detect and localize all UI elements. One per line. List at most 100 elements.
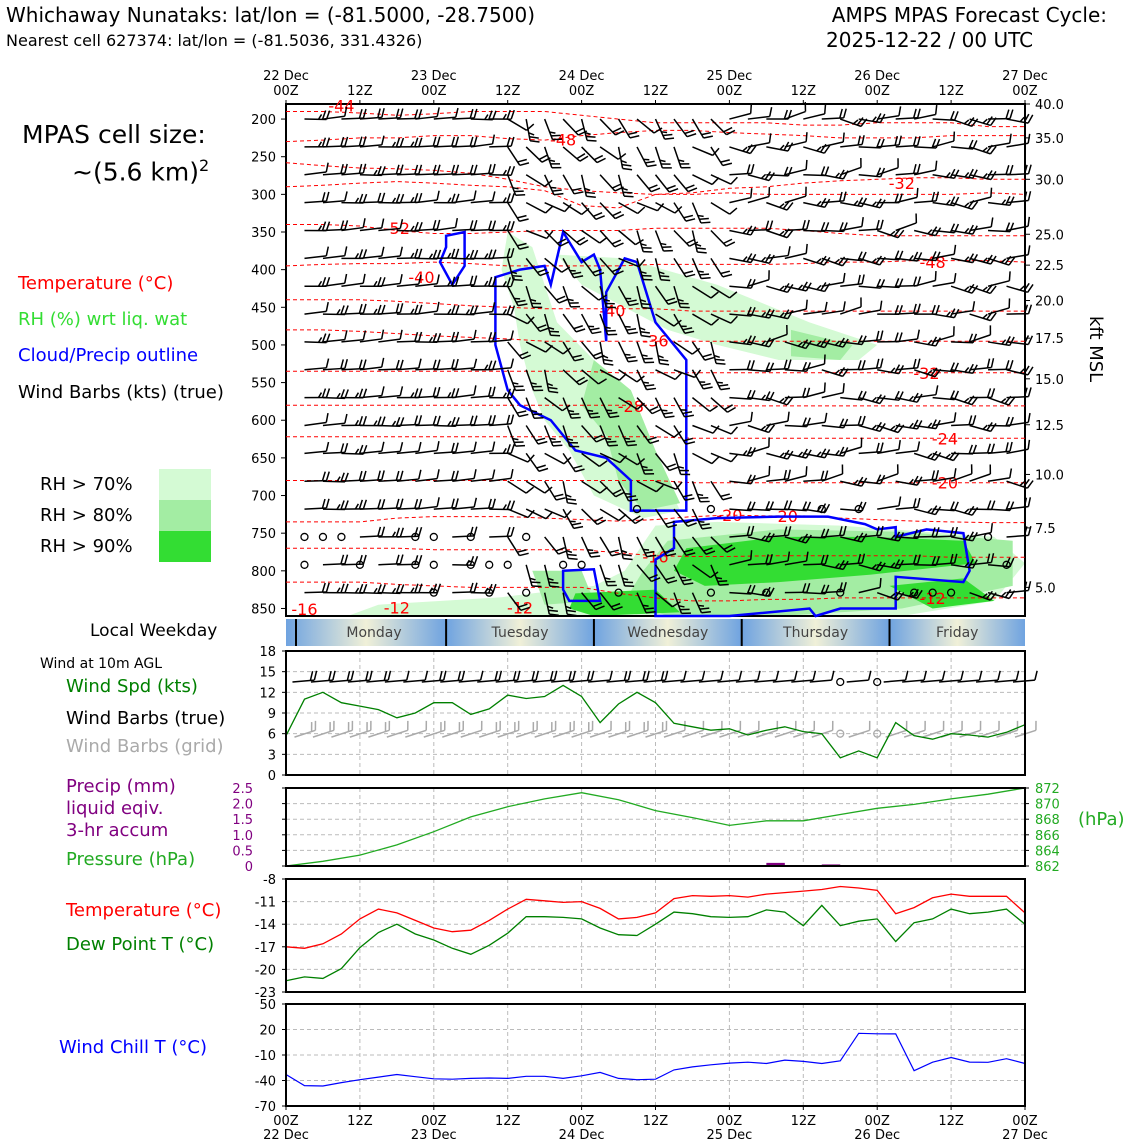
sfc-wind-barb-grid [386, 720, 409, 738]
barb-feather [659, 159, 666, 163]
barb-staff [359, 450, 382, 455]
upper-wind-barb [452, 249, 479, 260]
barb-feather [510, 526, 515, 537]
barb-feather [568, 441, 579, 444]
barb-feather [622, 553, 632, 557]
barb-feather [679, 163, 690, 165]
barb-feather [451, 164, 456, 175]
barb-feather [1027, 335, 1034, 345]
barb-feather [428, 253, 434, 260]
pressure-tick-label: 850 [251, 602, 276, 617]
barb-feather [898, 439, 901, 450]
barb-staff [682, 729, 704, 738]
barb-feather [853, 479, 859, 485]
upper-wind-barb [1006, 526, 1032, 538]
barb-feather [536, 464, 546, 469]
barb-feather [473, 469, 477, 479]
upper-wind-barb [470, 360, 497, 371]
barb-staff [747, 142, 770, 148]
barb-feather [310, 722, 313, 732]
barb-staff [378, 255, 401, 260]
upper-wind-barb [359, 499, 386, 510]
top-date-label: 22 Dec [263, 69, 309, 84]
barb-feather [527, 509, 535, 518]
barb-feather [678, 465, 685, 469]
barb-feather [325, 413, 329, 423]
upper-wind-barb [673, 397, 695, 418]
barb-feather [418, 192, 423, 203]
wind-ytick-label: 18 [259, 645, 276, 660]
upper-wind-barb [489, 136, 515, 148]
temp-ytick-label: -14 [255, 918, 276, 933]
barb-feather [451, 276, 456, 287]
legend-rh90: RH > 90% [40, 536, 133, 557]
barb-feather [547, 605, 554, 609]
barb-feather [399, 498, 404, 509]
barb-feather [875, 167, 882, 177]
upper-wind-barb [415, 190, 440, 204]
upper-wind-barb [378, 193, 405, 204]
barb-feather [967, 283, 975, 293]
upper-wind-barb [914, 470, 940, 482]
barb-feather [838, 191, 843, 202]
barb-feather [746, 253, 753, 263]
upper-wind-barb [396, 358, 422, 371]
barb-feather [889, 230, 896, 236]
barb-staff [950, 309, 973, 315]
barb-feather [395, 137, 401, 148]
barb-feather [366, 722, 368, 732]
upper-wind-barb [932, 526, 959, 538]
kft-tick-label: 22.5 [1035, 259, 1064, 274]
barb-feather [986, 553, 991, 564]
barb-staff [987, 280, 1010, 287]
barb-feather [661, 163, 671, 165]
barb-feather [666, 463, 676, 469]
top-time-tick-label: 00Z [273, 84, 299, 99]
upper-wind-barb [489, 193, 515, 204]
upper-wind-barb [710, 174, 738, 185]
barb-feather [820, 554, 825, 565]
barb-feather [645, 160, 655, 164]
barb-staff [895, 450, 918, 455]
barb-feather [628, 331, 638, 335]
upper-wind-barb [433, 276, 460, 287]
upper-wind-barb [396, 498, 423, 510]
upper-wind-barb [378, 359, 404, 371]
upper-wind-barb [1006, 245, 1031, 260]
barb-staff [840, 446, 862, 455]
upper-wind-barb [562, 257, 584, 279]
barb-feather [575, 127, 585, 133]
upper-wind-barb [803, 166, 830, 177]
barb-feather [592, 351, 603, 357]
barb-feather [548, 326, 555, 330]
upper-wind-barb [636, 341, 655, 364]
barb-feather [686, 238, 696, 245]
sfc-wind-barb-grid [515, 720, 538, 738]
barb-feather [1019, 481, 1025, 487]
barb-feather [889, 425, 896, 431]
barb-staff [304, 367, 327, 371]
barb-feather [590, 555, 601, 558]
upper-wind-barb [544, 536, 568, 555]
barb-feather [730, 426, 739, 435]
barb-feather [1035, 720, 1037, 731]
upper-wind-barb [470, 498, 496, 510]
barb-feather [399, 193, 405, 204]
barb-feather [414, 193, 419, 203]
barb-feather [871, 396, 877, 402]
upper-wind-barb [599, 480, 625, 498]
barb-feather [949, 308, 956, 318]
barb-feather [510, 220, 515, 231]
upper-wind-barb [599, 536, 621, 557]
barb-feather [451, 470, 455, 481]
bottom-time-tick-label: 00Z [569, 1114, 595, 1129]
barb-feather [968, 415, 973, 425]
barb-feather [816, 284, 822, 291]
cloud-outline-box [561, 567, 602, 603]
barb-feather [1023, 304, 1029, 315]
barb-feather [1019, 116, 1025, 123]
barb-feather [963, 202, 970, 208]
barb-staff [452, 506, 475, 510]
barb-feather [643, 548, 650, 551]
barb-feather [824, 503, 831, 513]
